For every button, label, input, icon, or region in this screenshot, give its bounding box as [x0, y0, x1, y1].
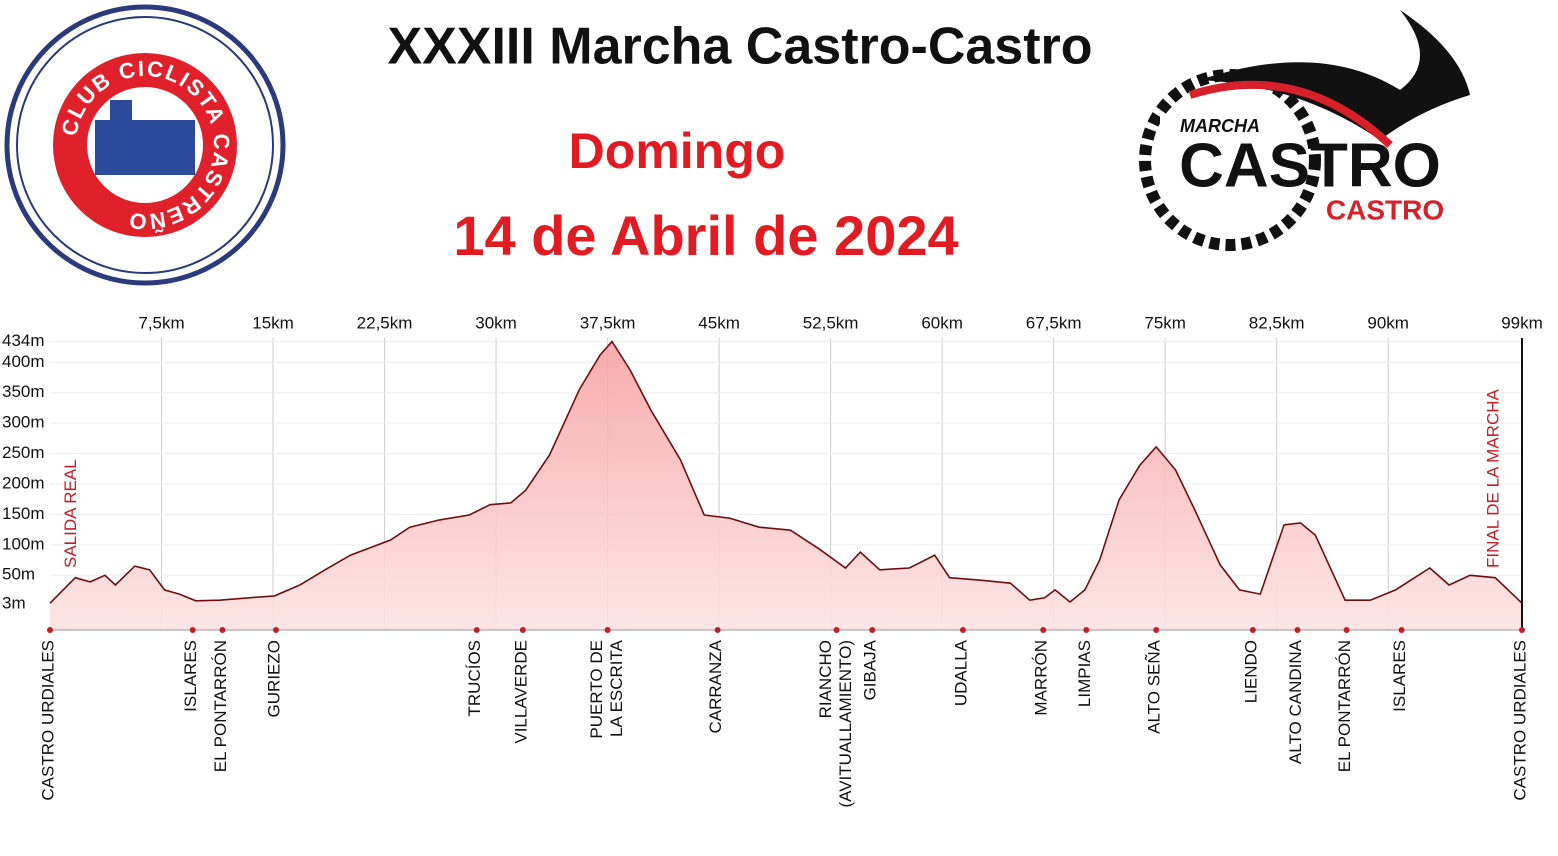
place-marker — [1519, 627, 1525, 633]
place-label: LA ESCRITA — [607, 639, 626, 737]
place-marker — [1083, 627, 1090, 633]
x-tick-label: 99km — [1501, 313, 1543, 332]
date: 14 de Abril de 2024 — [453, 204, 958, 267]
place-label: LIENDO — [1241, 640, 1260, 703]
place-label: TRUCÍOS — [465, 640, 484, 717]
place-marker — [833, 627, 840, 633]
club-logo: CLUB CICLISTA CASTREÑO — [4, 4, 286, 286]
x-tick-label: 75km — [1144, 313, 1186, 332]
y-tick-label: 200m — [2, 473, 45, 492]
place-marker — [604, 627, 611, 633]
y-tick-label: 300m — [2, 413, 45, 432]
place-label: VILLAVERDE — [511, 640, 530, 744]
y-tick-label: 3m — [2, 593, 26, 612]
x-tick-label: 30km — [475, 313, 517, 332]
place-label: GIBAJA — [861, 639, 880, 700]
y-tick-label: 100m — [2, 534, 45, 553]
x-tick-label: 45km — [698, 313, 740, 332]
place-marker — [519, 627, 526, 633]
elevation-line — [49, 340, 1523, 604]
place-marker — [473, 627, 480, 633]
place-marker — [959, 627, 966, 633]
place-label: ALTO CANDINA — [1286, 639, 1305, 764]
place-marker — [1398, 627, 1405, 633]
day: Domingo — [569, 123, 786, 179]
place-marker — [869, 627, 876, 633]
place-label: LIMPIAS — [1075, 640, 1094, 707]
x-tick-label: 60km — [921, 313, 963, 332]
y-tick-label: 350m — [2, 382, 45, 401]
place-label: EL PONTARRÓN — [211, 640, 230, 772]
place-label: PUERTO DE — [587, 640, 606, 739]
castro-big: CASTRO — [1179, 131, 1441, 200]
x-tick-label: 15km — [252, 313, 294, 332]
place-label: MARRÓN — [1032, 640, 1051, 716]
annotation: SALIDA REAL — [61, 459, 80, 568]
place-label: EL PONTARRÓN — [1335, 640, 1354, 772]
annotation: FINAL DE LA MARCHA — [1484, 388, 1503, 568]
place-marker — [1294, 627, 1301, 633]
place-label: GURIEZO — [264, 640, 283, 717]
area-fill — [50, 341, 1522, 630]
elevation-chart: 7,5km 15km 22,5km 30km 37,5km 45km 52,5km 60km 6… — [2, 313, 1543, 807]
x-tick-label: 22,5km — [357, 313, 413, 332]
x-tick-label: 7,5km — [138, 313, 184, 332]
y-tick-label: 50m — [2, 565, 35, 584]
place-marker — [714, 627, 721, 633]
place-marker — [1343, 627, 1350, 633]
place-marker — [189, 627, 196, 633]
x-tick-label: 37,5km — [580, 313, 636, 332]
castro-small: CASTRO — [1326, 194, 1444, 225]
place-marker — [1153, 627, 1160, 633]
x-tick-label: 67,5km — [1026, 313, 1082, 332]
place-marker — [47, 627, 53, 633]
y-tick-label: 434m — [2, 331, 45, 350]
place-marker — [219, 627, 226, 633]
x-tick-label: 82,5km — [1249, 313, 1305, 332]
place-label: RIANCHO — [816, 640, 835, 718]
place-label: CARRANZA — [706, 639, 725, 733]
place-marker — [1249, 627, 1256, 633]
place-label: CASTRO URDIALES — [1510, 640, 1529, 801]
place-label: (AVITUALLAMIENTO) — [836, 640, 855, 808]
x-tick-label: 52,5km — [803, 313, 859, 332]
place-label: ALTO SEÑA — [1145, 639, 1164, 734]
place-label: ISLARES — [181, 640, 200, 712]
title: XXXIII Marcha Castro-Castro — [387, 18, 1092, 76]
y-tick-label: 150m — [2, 504, 45, 523]
marcha-text: MARCHA — [1180, 116, 1260, 136]
y-tick-label: 250m — [2, 443, 45, 462]
place-marker — [1040, 627, 1047, 633]
x-tick-label: 90km — [1367, 313, 1409, 332]
place-label: CASTRO URDIALES — [38, 640, 57, 801]
place-marker — [273, 627, 280, 633]
place-label: ISLARES — [1390, 640, 1409, 712]
marcha-logo: MARCHA CASTRO CASTRO — [1139, 10, 1470, 251]
place-label: UDALLA — [951, 639, 970, 706]
y-tick-label: 400m — [2, 352, 45, 371]
